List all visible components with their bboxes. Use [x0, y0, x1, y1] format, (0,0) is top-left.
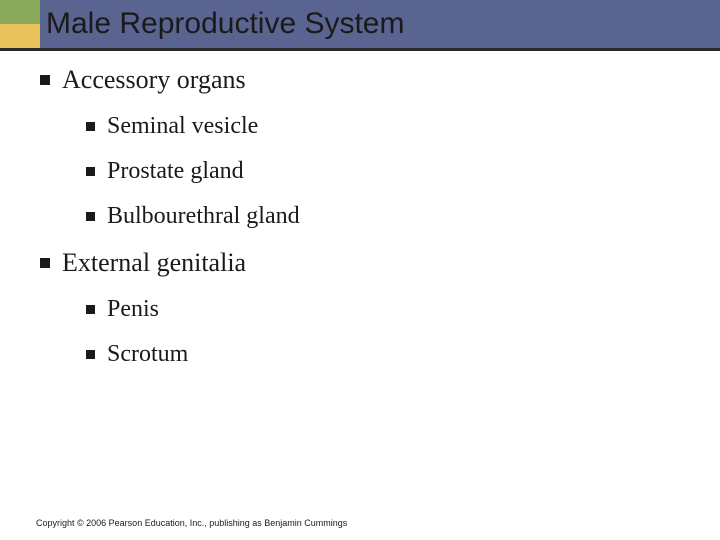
title-bar: Male Reproductive System [0, 0, 720, 48]
list-item-label: Accessory organs [62, 65, 246, 95]
list-item-label: Penis [107, 296, 159, 323]
list-item-label: External genitalia [62, 248, 246, 278]
list-item: Seminal vesicle [86, 113, 720, 140]
list-item: External genitalia [40, 248, 720, 278]
accent-top [0, 0, 40, 24]
bullet-icon [40, 75, 50, 85]
bullet-icon [86, 122, 95, 131]
bullet-icon [86, 167, 95, 176]
bullet-icon [40, 258, 50, 268]
bullet-icon [86, 305, 95, 314]
slide-title: Male Reproductive System [46, 7, 404, 41]
bullet-icon [86, 350, 95, 359]
list-item: Bulbourethral gland [86, 203, 720, 230]
list-item: Penis [86, 296, 720, 323]
accent-block [0, 0, 40, 48]
list-item: Scrotum [86, 341, 720, 368]
bullet-icon [86, 212, 95, 221]
list-item-label: Seminal vesicle [107, 113, 258, 140]
list-item: Prostate gland [86, 158, 720, 185]
slide-content: Accessory organs Seminal vesicle Prostat… [0, 51, 720, 368]
list-item-label: Bulbourethral gland [107, 203, 300, 230]
list-item: Accessory organs [40, 65, 720, 95]
copyright-text: Copyright © 2006 Pearson Education, Inc.… [36, 518, 347, 528]
list-item-label: Scrotum [107, 341, 188, 368]
accent-bottom [0, 24, 40, 48]
list-item-label: Prostate gland [107, 158, 244, 185]
